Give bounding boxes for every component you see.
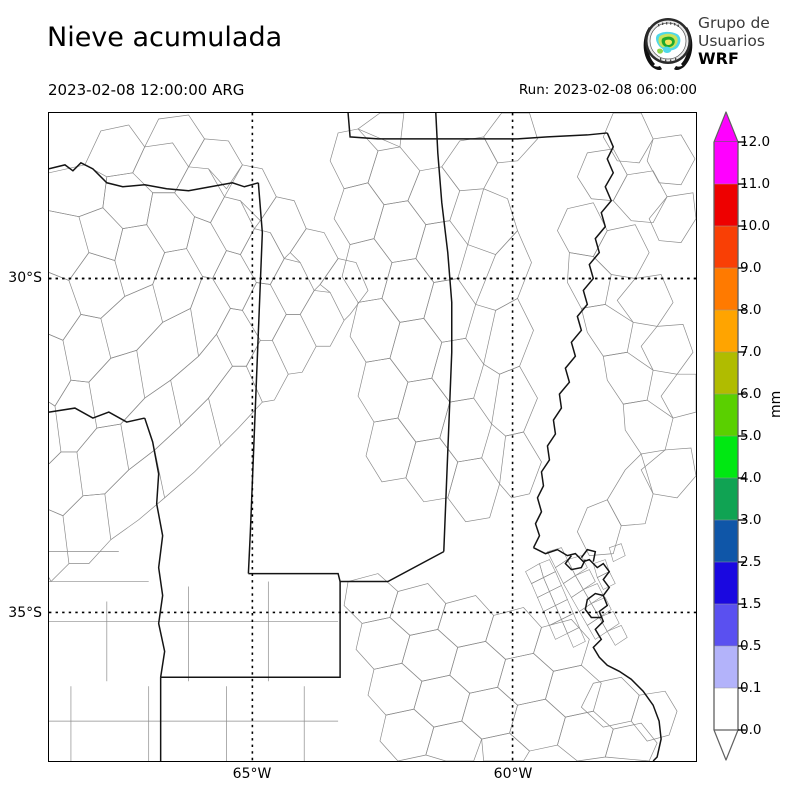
colorbar: 12.0 11.0 10.0 9.0 8.0 7.0 6.0 5.0 4.0 3… (700, 110, 800, 770)
colorbar-label-7: 7.0 (740, 344, 762, 360)
colorbar-label-5: 5.0 (740, 428, 762, 444)
colorbar-label-0p5: 0.5 (740, 638, 762, 654)
logo-line-1: Grupo de (698, 14, 770, 32)
ytick-label-30S: 30°S (8, 270, 42, 286)
colorbar-label-3: 3.0 (740, 512, 762, 528)
colorbar-label-12: 12.0 (740, 134, 771, 150)
colorbar-label-0p1: 0.1 (740, 680, 762, 696)
province-borders (49, 113, 662, 761)
county-borders (49, 113, 696, 761)
run-time-label: Run: 2023-02-08 06:00:00 (518, 82, 697, 98)
map-vector-layer (49, 113, 696, 761)
colorbar-bands (713, 111, 739, 761)
colorbar-ticks (738, 141, 746, 731)
colorbar-gradient (713, 111, 746, 761)
colorbar-label-1p5: 1.5 (740, 596, 762, 612)
colorbar-label-11: 11.0 (740, 176, 771, 192)
xtick-label-60W: 60°W (493, 766, 533, 782)
logo-text: Grupo de Usuarios WRF (698, 14, 770, 68)
logo-block: Grupo de Usuarios WRF (640, 13, 800, 75)
colorbar-label-8: 8.0 (740, 302, 762, 318)
logo-line-3: WRF (698, 49, 739, 68)
colorbar-unit-label: mm (768, 390, 784, 418)
globe-emblem-icon (643, 18, 693, 71)
colorbar-label-10: 10.0 (740, 218, 771, 234)
colorbar-label-2p5: 2.5 (740, 554, 762, 570)
ytick-label-35S: 35°S (8, 605, 42, 621)
graticule-labeled (49, 277, 696, 614)
map-plot-area[interactable] (48, 112, 697, 762)
colorbar-label-6: 6.0 (740, 386, 762, 402)
page-title: Nieve acumulada (47, 22, 283, 53)
colorbar-label-4: 4.0 (740, 470, 762, 486)
colorbar-label-0: 0.0 (740, 722, 762, 738)
xtick-label-65W: 65°W (232, 766, 272, 782)
logo-line-2: Usuarios (698, 32, 765, 50)
graticule (49, 113, 696, 761)
valid-time-label: 2023-02-08 12:00:00 ARG (48, 81, 245, 99)
colorbar-label-9: 9.0 (740, 260, 762, 276)
